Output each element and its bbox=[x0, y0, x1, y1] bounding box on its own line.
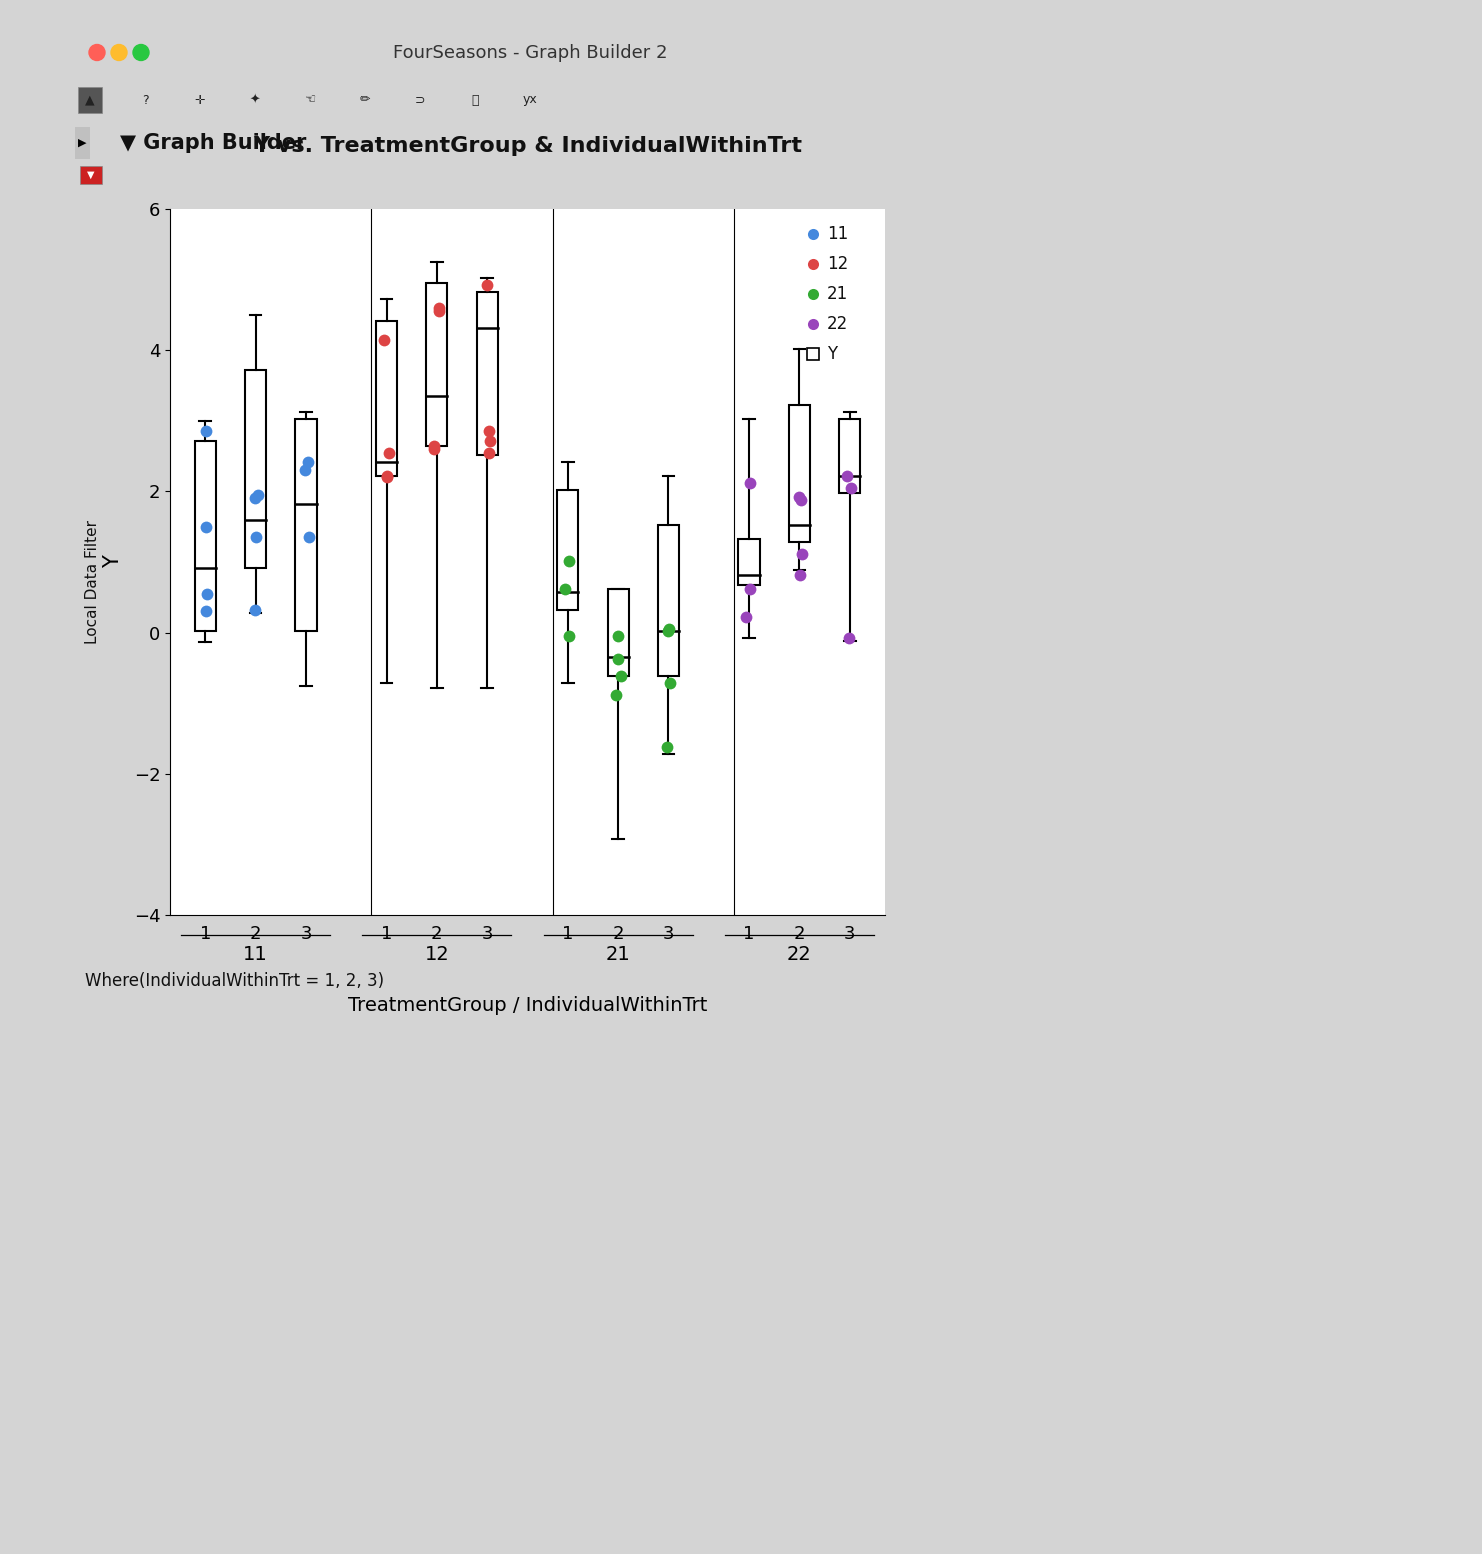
Text: ▲: ▲ bbox=[84, 93, 95, 107]
Text: 11: 11 bbox=[827, 225, 848, 242]
Bar bbox=[608, 589, 628, 676]
Text: ⊃: ⊃ bbox=[415, 93, 425, 107]
Text: Local Data Filter: Local Data Filter bbox=[84, 521, 99, 643]
Bar bbox=[788, 406, 811, 542]
Bar bbox=[557, 490, 578, 611]
Bar bbox=[245, 370, 267, 567]
Text: ✦: ✦ bbox=[250, 93, 261, 107]
Circle shape bbox=[133, 45, 150, 61]
Text: 12: 12 bbox=[424, 945, 449, 963]
Text: Y vs. TreatmentGroup & IndividualWithinTrt: Y vs. TreatmentGroup & IndividualWithinT… bbox=[253, 137, 802, 157]
Bar bbox=[80, 166, 102, 183]
Text: ▶: ▶ bbox=[79, 138, 87, 148]
Bar bbox=[808, 348, 820, 361]
Text: ✏: ✏ bbox=[360, 93, 370, 107]
Bar bbox=[839, 420, 861, 493]
Circle shape bbox=[89, 45, 105, 61]
Bar bbox=[738, 539, 760, 584]
Text: FourSeasons - Graph Builder 2: FourSeasons - Graph Builder 2 bbox=[393, 44, 667, 62]
Y-axis label: Y: Y bbox=[102, 556, 123, 569]
Text: ✛: ✛ bbox=[194, 93, 205, 107]
X-axis label: TreatmentGroup / IndividualWithinTrt: TreatmentGroup / IndividualWithinTrt bbox=[348, 996, 707, 1015]
Text: 🔍: 🔍 bbox=[471, 93, 479, 107]
Text: 22: 22 bbox=[827, 315, 848, 333]
Bar bbox=[194, 441, 216, 631]
Text: 22: 22 bbox=[787, 945, 812, 963]
Text: Y: Y bbox=[827, 345, 837, 364]
Bar bbox=[376, 320, 397, 476]
Bar bbox=[295, 420, 317, 631]
Text: 12: 12 bbox=[827, 255, 848, 274]
Text: 11: 11 bbox=[243, 945, 268, 963]
Bar bbox=[427, 283, 448, 446]
Bar bbox=[477, 292, 498, 455]
Text: 21: 21 bbox=[827, 284, 848, 303]
Bar bbox=[658, 525, 679, 676]
Text: yx: yx bbox=[523, 93, 538, 107]
Text: 21: 21 bbox=[606, 945, 630, 963]
Circle shape bbox=[111, 45, 127, 61]
Text: ☜: ☜ bbox=[304, 93, 316, 107]
Text: ▼ Graph Builder: ▼ Graph Builder bbox=[120, 134, 307, 152]
Bar bbox=[79, 87, 102, 113]
Text: ?: ? bbox=[142, 93, 148, 107]
Bar bbox=[76, 127, 90, 159]
Text: ▼: ▼ bbox=[87, 169, 95, 180]
Text: Where(IndividualWithinTrt = 1, 2, 3): Where(IndividualWithinTrt = 1, 2, 3) bbox=[84, 971, 384, 990]
